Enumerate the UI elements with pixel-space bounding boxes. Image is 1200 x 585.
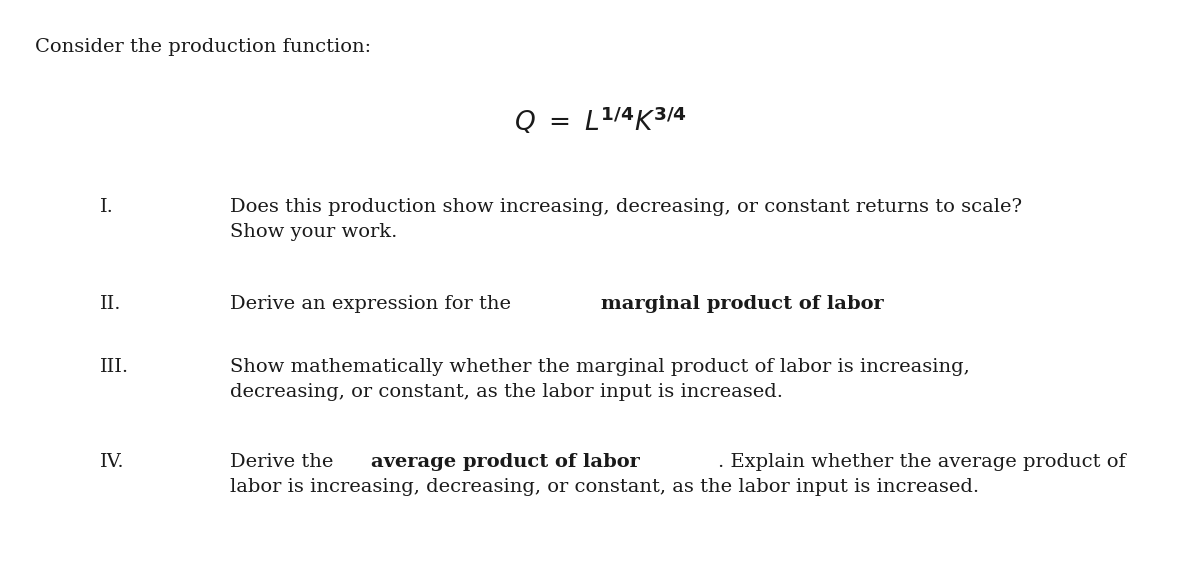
Text: I.: I. (100, 198, 114, 216)
Text: Does this production show increasing, decreasing, or constant returns to scale?: Does this production show increasing, de… (230, 198, 1022, 216)
Text: Derive an expression for the: Derive an expression for the (230, 295, 517, 313)
Text: Show mathematically whether the marginal product of labor is increasing,: Show mathematically whether the marginal… (230, 358, 970, 376)
Text: Show your work.: Show your work. (230, 223, 397, 241)
Text: Consider the production function:: Consider the production function: (35, 38, 371, 56)
Text: Derive the: Derive the (230, 453, 340, 471)
Text: IV.: IV. (100, 453, 125, 471)
Text: III.: III. (100, 358, 130, 376)
Text: . Explain whether the average product of: . Explain whether the average product of (719, 453, 1126, 471)
Text: average product of labor: average product of labor (372, 453, 641, 471)
Text: decreasing, or constant, as the labor input is increased.: decreasing, or constant, as the labor in… (230, 383, 784, 401)
Text: II.: II. (100, 295, 121, 313)
Text: marginal product of labor: marginal product of labor (601, 295, 883, 313)
Text: $\mathit{Q}\ =\ \mathit{L}^{\mathbf{1/4}}\mathit{K}^{\mathbf{3/4}}$: $\mathit{Q}\ =\ \mathit{L}^{\mathbf{1/4}… (514, 105, 686, 136)
Text: labor is increasing, decreasing, or constant, as the labor input is increased.: labor is increasing, decreasing, or cons… (230, 478, 979, 496)
